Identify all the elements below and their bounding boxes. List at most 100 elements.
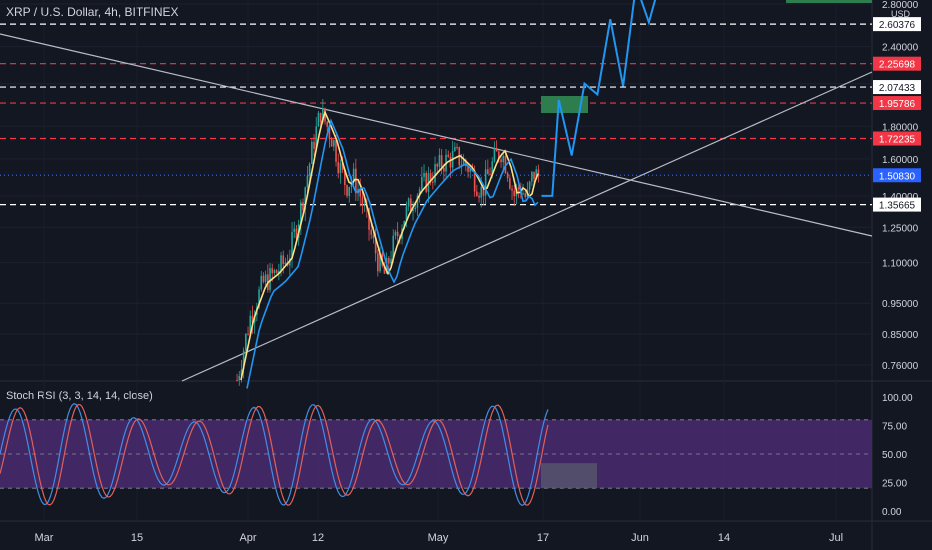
candle-body — [291, 232, 293, 259]
price-tag-label: 2.07433 — [879, 83, 916, 94]
candle-body — [504, 155, 507, 174]
ma-fast-line — [240, 109, 539, 381]
candle-body — [493, 147, 496, 162]
candle-body — [328, 126, 331, 139]
candle-body — [319, 112, 322, 123]
candle-body — [502, 155, 505, 163]
candle-body — [412, 209, 414, 212]
y-tick-label: 0.85000 — [882, 330, 919, 341]
price-tag — [873, 56, 921, 71]
candle-body — [440, 155, 443, 168]
candle-body — [355, 168, 357, 194]
candle-body — [304, 187, 307, 210]
candle-body — [522, 193, 524, 195]
rsi-tick-label: 25.00 — [882, 479, 907, 490]
candle-body — [262, 275, 265, 282]
candle-body — [392, 235, 395, 259]
candle-body — [462, 160, 465, 165]
candle-body — [361, 196, 364, 206]
candle-body — [438, 155, 441, 167]
ascending-trendline[interactable] — [181, 71, 873, 382]
candle-body — [313, 141, 315, 149]
candle-body — [346, 185, 348, 196]
candle-body — [374, 237, 377, 254]
candle-body — [443, 167, 445, 172]
candle-body — [394, 231, 397, 236]
x-tick-label: Apr — [239, 532, 256, 544]
candle-body — [330, 138, 333, 147]
candle-body — [308, 163, 311, 176]
candle-body — [339, 163, 342, 174]
candle-body — [500, 159, 502, 163]
candle-body — [352, 168, 355, 181]
candle-body — [295, 228, 298, 238]
target-box-top[interactable] — [786, 0, 872, 3]
candle-body — [377, 253, 379, 272]
rsi-projection-box[interactable] — [541, 463, 597, 489]
candle-body — [407, 198, 410, 207]
candle-body — [454, 147, 456, 151]
candle-body — [240, 369, 243, 376]
rsi-d-line — [0, 403, 549, 506]
candle-body — [284, 262, 287, 265]
rsi-k-line — [0, 403, 549, 506]
candle-body — [482, 187, 485, 196]
candle-body — [260, 275, 263, 290]
candle-body — [258, 289, 260, 308]
candle-body — [348, 186, 351, 196]
y-tick-label: 1.80000 — [882, 122, 919, 133]
price-tag-label: 1.95786 — [879, 99, 916, 110]
price-tag-label: 1.50830 — [879, 171, 916, 182]
candle-body — [311, 141, 313, 164]
candle-body — [249, 315, 252, 334]
candle-body — [478, 195, 480, 198]
candle-body — [403, 220, 406, 229]
candle-body — [473, 170, 476, 192]
candle-body — [236, 379, 238, 381]
candle-body — [282, 255, 285, 265]
candle-body — [315, 126, 318, 149]
price-tag — [873, 80, 921, 95]
candle-body — [379, 253, 381, 272]
currency-label: USD — [891, 9, 911, 19]
price-tag-label: 1.72235 — [879, 135, 916, 146]
candle-body — [326, 121, 329, 127]
candle-body — [498, 151, 500, 160]
price-tag — [873, 131, 921, 146]
candle-body — [335, 140, 337, 162]
x-tick-label: 15 — [131, 532, 143, 544]
projection-path[interactable] — [541, 0, 662, 197]
candle-body — [449, 156, 452, 168]
candle-body — [423, 173, 425, 178]
descending-trendline[interactable] — [0, 33, 873, 237]
x-tick-label: Jul — [829, 532, 843, 544]
candle-body — [436, 164, 439, 167]
x-tick-label: Jun — [631, 532, 649, 544]
candle-body — [528, 181, 531, 190]
rsi-title: Stoch RSI (3, 3, 14, 14, close) — [6, 390, 153, 402]
candle-body — [359, 189, 362, 197]
target-box[interactable] — [541, 96, 588, 113]
price-tag — [873, 168, 921, 183]
candle-body — [418, 189, 421, 196]
candle-body — [368, 208, 370, 230]
candle-body — [467, 165, 469, 172]
price-tag — [873, 197, 921, 212]
price-tag — [873, 17, 921, 32]
candle-body — [517, 187, 520, 190]
y-tick-label: 1.10000 — [882, 259, 919, 270]
candle-body — [271, 268, 274, 274]
candle-body — [495, 147, 498, 152]
x-tick-label: May — [428, 532, 449, 544]
y-tick-label: 2.40000 — [882, 43, 919, 54]
candle-body — [344, 169, 346, 186]
candle-body — [278, 271, 280, 273]
rsi-tick-label: 100.00 — [882, 393, 913, 404]
candle-body — [333, 140, 335, 147]
candle-body — [491, 161, 494, 175]
candle-body — [434, 164, 436, 183]
candle-body — [484, 169, 487, 196]
candle-body — [337, 161, 340, 174]
candle-body — [273, 270, 276, 274]
